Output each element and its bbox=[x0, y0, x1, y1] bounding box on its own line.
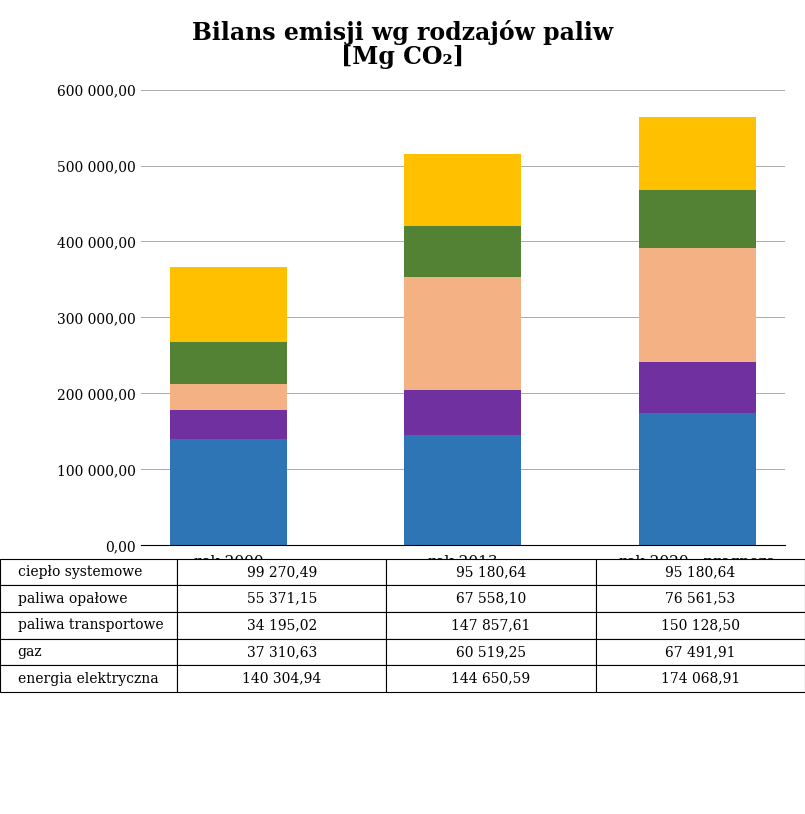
Bar bbox=[638, 414, 756, 545]
Bar bbox=[404, 278, 522, 390]
Bar bbox=[170, 267, 287, 343]
Bar bbox=[638, 190, 756, 247]
Bar bbox=[170, 439, 287, 545]
Text: Bilans emisji wg rodzajów paliw: Bilans emisji wg rodzajów paliw bbox=[192, 20, 613, 46]
Bar bbox=[404, 154, 522, 225]
Bar bbox=[170, 343, 287, 384]
Bar bbox=[638, 362, 756, 414]
Bar bbox=[638, 117, 756, 190]
Bar bbox=[170, 410, 287, 439]
Text: [Mg CO₂]: [Mg CO₂] bbox=[341, 45, 464, 68]
Bar bbox=[404, 390, 522, 435]
Bar bbox=[404, 435, 522, 545]
Bar bbox=[404, 225, 522, 278]
Bar bbox=[638, 247, 756, 362]
Bar bbox=[170, 384, 287, 410]
